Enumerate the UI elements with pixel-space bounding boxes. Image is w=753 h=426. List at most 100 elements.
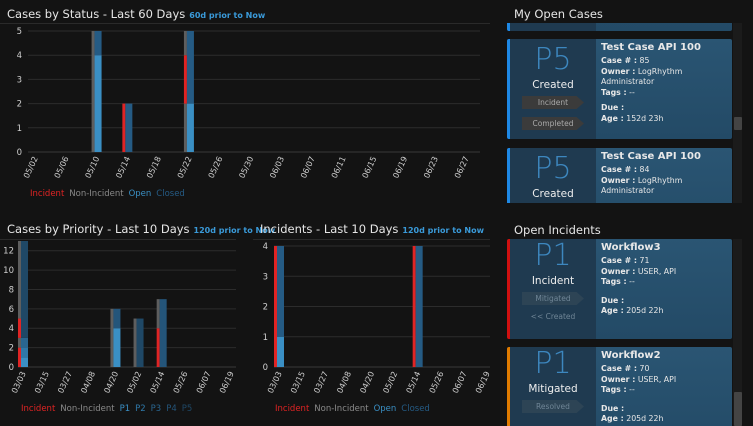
scrollbar-thumb[interactable] <box>734 392 742 426</box>
x-tick-label: 05/02 <box>381 370 399 395</box>
title-text: Cases by Status - Last 60 Days <box>7 7 186 21</box>
legend-item-P4[interactable]: P4 <box>166 404 177 414</box>
case-name[interactable]: Test Case API 100 <box>601 151 701 162</box>
y-tick-label: 6 <box>9 305 14 315</box>
x-tick-label: 03/03 <box>266 370 284 395</box>
status-label: Created <box>532 188 574 200</box>
bar-segment-closed <box>125 103 133 152</box>
legend-item-non-incident[interactable]: Non-Incident <box>314 404 369 414</box>
legend-item-non-incident[interactable]: Non-Incident <box>69 189 124 199</box>
legend-item-P1[interactable]: P1 <box>119 404 131 414</box>
legend-item-open[interactable]: Open <box>373 404 397 414</box>
card-accent <box>507 23 510 31</box>
card-details: Workflow2 Case # : 70 Owner : USER, API … <box>596 347 732 426</box>
time-range-link[interactable]: 120d prior to Now <box>402 226 484 235</box>
completed-action-button[interactable]: Completed <box>522 117 584 130</box>
divider <box>253 239 490 240</box>
status-label: Mitigated <box>528 383 578 395</box>
time-range-link[interactable]: 60d prior to Now <box>189 11 266 20</box>
bar-segment-incident <box>122 103 126 152</box>
back-to-created-link[interactable]: << Created <box>530 312 576 321</box>
legend-item-incident[interactable]: Incident <box>21 404 56 414</box>
y-tick-label: 5 <box>17 27 22 37</box>
card-details: Test Case API 100 Case # : 85 Owner : Lo… <box>596 39 732 139</box>
card-left: P5 Created Incident Completed <box>510 39 596 139</box>
legend-item-P3[interactable]: P3 <box>150 404 162 414</box>
bar-segment-incident <box>156 328 160 367</box>
card-right <box>596 23 732 31</box>
resolved-action-button[interactable]: Resolved <box>522 400 584 413</box>
scrollbar-thumb[interactable] <box>734 117 742 130</box>
incident-card[interactable]: P1 Mitigated Resolved Workflow2 Case # :… <box>507 347 732 426</box>
bar-segment-closed <box>94 31 102 56</box>
case-due: Due : <box>601 295 625 305</box>
card-details: Test Case API 100 Case # : 84 Owner : Lo… <box>596 148 732 203</box>
x-tick-label: 05/26 <box>428 370 446 395</box>
case-owner: Owner : LogRhythm Administrator <box>601 66 683 87</box>
time-range-link[interactable]: 120d prior to Now <box>193 226 276 235</box>
bar-segment-P4 <box>113 308 121 329</box>
case-owner: Owner : LogRhythm Administrator <box>601 175 683 196</box>
bar-segment-incident <box>18 318 21 338</box>
priority-label: P5 <box>534 151 572 186</box>
card-accent <box>507 39 510 139</box>
bar-segment-P3 <box>21 337 28 348</box>
x-tick-label: 04/08 <box>335 370 353 395</box>
card-left: P1 Incident Mitigated << Created <box>510 239 596 339</box>
divider <box>0 23 490 24</box>
mitigated-action-button[interactable]: Mitigated <box>522 292 584 305</box>
chart-legend: Incident Non-Incident P1 P2 P3 P4 P5 <box>21 404 197 414</box>
case-tags: Tags : -- <box>601 87 635 97</box>
divider <box>0 239 236 240</box>
open-incidents-list: P1 Incident Mitigated << Created Workflo… <box>507 239 743 426</box>
legend-item-closed[interactable]: Closed <box>401 404 430 414</box>
chart-legend: Incident Non-Incident Open Closed <box>30 189 190 199</box>
legend-item-P2[interactable]: P2 <box>135 404 146 414</box>
bar-segment-non-incident <box>133 318 137 367</box>
card-details: Workflow3 Case # : 71 Owner : USER, API … <box>596 239 732 339</box>
case-card[interactable]: P5 Created Incident Completed Test Case … <box>507 39 732 139</box>
my-open-cases-scrollbar[interactable] <box>733 23 742 203</box>
bar-segment-P5 <box>136 318 144 367</box>
case-name[interactable]: Test Case API 100 <box>601 42 701 53</box>
title-text: Cases by Priority - Last 10 Days <box>7 222 190 236</box>
card-left: P1 Mitigated Resolved <box>510 347 596 426</box>
bar-segment-non-incident <box>183 103 187 152</box>
case-number: Case # : 84 <box>601 165 650 174</box>
y-tick-label: 12 <box>3 247 14 257</box>
priority-label: P1 <box>534 347 572 381</box>
bar-segment-P1 <box>113 328 121 367</box>
incident-name[interactable]: Workflow3 <box>601 242 661 253</box>
case-card[interactable]: P5 Created Test Case API 100 Case # : 84… <box>507 148 732 203</box>
bar-segment-non-incident <box>156 299 160 329</box>
case-age: Age : 205d 22h <box>601 306 664 315</box>
legend-item-P5[interactable]: P5 <box>181 404 193 414</box>
bar-segment-closed <box>277 246 284 337</box>
status-label: Incident <box>531 275 575 287</box>
incident-card[interactable]: P1 Incident Mitigated << Created Workflo… <box>507 239 732 339</box>
legend-item-incident[interactable]: Incident <box>30 189 65 199</box>
y-tick-label: 1 <box>17 124 22 134</box>
legend-item-non-incident[interactable]: Non-Incident <box>60 404 115 414</box>
y-tick-label: 4 <box>17 51 22 61</box>
priority-label: P1 <box>534 239 572 273</box>
y-tick-label: 0 <box>17 148 22 158</box>
case-card[interactable] <box>507 23 732 31</box>
bar-segment-non-incident <box>110 308 114 367</box>
open-incidents-scrollbar[interactable] <box>733 239 742 426</box>
title-text: Incidents - Last 10 Days <box>260 222 399 236</box>
legend-item-open[interactable]: Open <box>128 189 152 199</box>
case-owner: Owner : USER, API <box>601 374 677 384</box>
y-tick-label: 4 <box>9 324 14 334</box>
bar-segment-open <box>94 55 102 153</box>
legend-item-closed[interactable]: Closed <box>156 189 185 199</box>
legend-item-incident[interactable]: Incident <box>275 404 310 414</box>
bar-segment-open <box>277 336 284 367</box>
incident-name[interactable]: Workflow2 <box>601 350 661 361</box>
bar-segment-closed <box>415 246 423 367</box>
bar-segment-open <box>186 103 194 152</box>
incident-action-button[interactable]: Incident <box>522 96 584 109</box>
